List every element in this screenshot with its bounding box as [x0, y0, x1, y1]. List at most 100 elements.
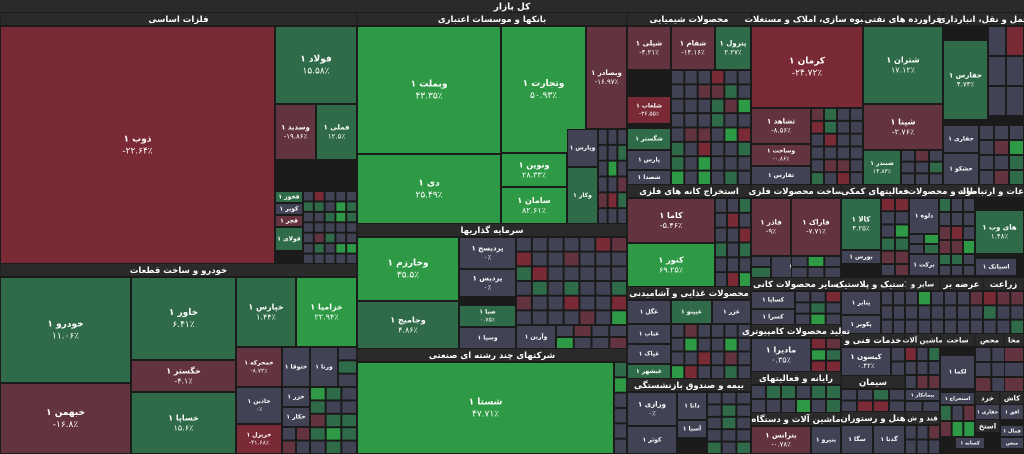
treemap-tile-small[interactable]: [707, 392, 722, 405]
treemap-tile-small[interactable]: [957, 305, 970, 320]
treemap-tile-small[interactable]: [841, 400, 857, 412]
treemap-tile-small[interactable]: [715, 272, 727, 287]
tile-rect[interactable]: [0, 383, 131, 454]
treemap-tile-small[interactable]: [310, 400, 326, 414]
treemap-tile-small[interactable]: [901, 161, 915, 174]
treemap-tile-small[interactable]: [811, 360, 826, 372]
treemap-tile-small[interactable]: [737, 351, 752, 366]
tile-rect[interactable]: [751, 309, 795, 325]
treemap-tile-small[interactable]: [697, 156, 712, 171]
treemap-tile-small[interactable]: [711, 113, 725, 128]
treemap-tile-small[interactable]: [310, 427, 326, 441]
treemap-tile-small[interactable]: [303, 222, 314, 233]
treemap-tile-small[interactable]: [928, 361, 940, 375]
treemap-tile-small[interactable]: [531, 281, 548, 296]
tile-rect[interactable]: [236, 277, 296, 347]
treemap-tile-small[interactable]: [963, 240, 975, 254]
treemap-tile[interactable]: غبشهر ۱: [627, 364, 671, 379]
treemap-tile-small[interactable]: [963, 226, 975, 240]
treemap-tile-small[interactable]: [611, 237, 628, 252]
treemap-tile-small[interactable]: [905, 401, 923, 412]
treemap-tile-small[interactable]: [929, 161, 943, 174]
tile-rect[interactable]: [841, 315, 881, 334]
treemap-tile[interactable]: شفام ۱ -۱۴.۱۶٪: [671, 26, 715, 70]
tile-rect[interactable]: [841, 425, 873, 454]
tile-rect[interactable]: [567, 167, 598, 224]
treemap-tile-small[interactable]: [516, 266, 532, 282]
treemap-tile-small[interactable]: [325, 413, 342, 428]
treemap-tile-small[interactable]: [697, 127, 712, 142]
tile-rect[interactable]: [943, 125, 979, 153]
treemap-tile[interactable]: کرمان ۱-۲۴.۷۲٪: [751, 26, 863, 108]
treemap-tile-small[interactable]: [931, 319, 944, 334]
treemap-tile-small[interactable]: [751, 256, 771, 267]
treemap-tile-small[interactable]: [671, 324, 685, 338]
treemap-tile-small[interactable]: [916, 425, 929, 440]
treemap-tile-small[interactable]: [824, 120, 837, 134]
treemap-tile-small[interactable]: [671, 127, 685, 142]
treemap-tile-small[interactable]: [684, 337, 698, 352]
treemap-tile-small[interactable]: [573, 325, 592, 337]
treemap-tile-small[interactable]: [918, 305, 931, 320]
treemap-tile-small[interactable]: [296, 427, 310, 441]
tile-rect[interactable]: [751, 166, 811, 185]
treemap-tile[interactable]: پردیسج ۱ ۰٪: [459, 237, 516, 269]
treemap-tile-small[interactable]: [811, 172, 824, 186]
treemap-tile-small[interactable]: [617, 129, 627, 145]
treemap-tile[interactable]: فاذر ۱ -۹٪: [751, 198, 791, 256]
treemap-tile-small[interactable]: [826, 399, 841, 413]
tile-rect[interactable]: [501, 153, 567, 187]
treemap-tile-small[interactable]: [850, 120, 863, 134]
treemap-tile-small[interactable]: [951, 240, 963, 254]
tile-rect[interactable]: [677, 420, 707, 438]
tile-rect[interactable]: [275, 227, 303, 251]
treemap-tile-small[interactable]: [684, 84, 698, 99]
treemap-tile-small[interactable]: [303, 211, 314, 223]
treemap-tile-small[interactable]: [951, 254, 963, 265]
treemap-tile-small[interactable]: [671, 337, 685, 352]
treemap-tile-small[interactable]: [963, 254, 975, 265]
treemap-tile-small[interactable]: [711, 156, 725, 171]
treemap-tile[interactable]: کسرا ۱: [751, 309, 795, 325]
treemap-tile-small[interactable]: [1009, 170, 1024, 185]
treemap-tile-small[interactable]: [983, 319, 997, 334]
treemap-tile-small[interactable]: [824, 133, 837, 147]
treemap-tile-small[interactable]: [951, 405, 964, 421]
treemap-tile-small[interactable]: [697, 365, 712, 379]
treemap-tile-small[interactable]: [811, 120, 824, 134]
treemap-tile-small[interactable]: [325, 387, 342, 401]
tile-rect[interactable]: [459, 237, 516, 269]
tile-rect[interactable]: [791, 198, 841, 256]
treemap-tile-small[interactable]: [939, 240, 951, 254]
treemap-tile-small[interactable]: [531, 310, 548, 326]
treemap-tile-small[interactable]: [881, 319, 893, 334]
treemap-tile-small[interactable]: [951, 265, 963, 276]
tile-rect[interactable]: [712, 300, 751, 324]
treemap-tile[interactable]: کنور ۱ ۶۹.۲۵٪: [627, 243, 715, 287]
treemap-tile[interactable]: گدنا ۱: [873, 425, 905, 454]
treemap-tile-small[interactable]: [928, 425, 940, 440]
tile-rect[interactable]: [310, 347, 338, 387]
treemap-tile-small[interactable]: [313, 201, 325, 212]
tile-rect[interactable]: [909, 254, 939, 276]
treemap-tile-small[interactable]: [547, 295, 564, 311]
treemap-tile-small[interactable]: [697, 98, 712, 114]
treemap-tile-small[interactable]: [996, 291, 1011, 306]
treemap-tile-small[interactable]: [724, 127, 738, 142]
treemap-tile-small[interactable]: [671, 98, 685, 114]
treemap-tile-small[interactable]: [684, 351, 698, 366]
tile-rect[interactable]: [671, 26, 715, 70]
treemap-tile-small[interactable]: [881, 198, 895, 212]
tile-rect[interactable]: [627, 128, 671, 150]
treemap-tile-small[interactable]: [979, 170, 994, 185]
treemap-tile[interactable]: شبندر ۱۱۴.۸۳٪: [863, 150, 901, 185]
treemap-tile-small[interactable]: [313, 222, 325, 233]
treemap-tile[interactable]: ختوقا ۱: [282, 347, 310, 387]
treemap-tile-small[interactable]: [335, 201, 347, 212]
treemap-tile-small[interactable]: [614, 423, 627, 439]
treemap-tile-small[interactable]: [282, 427, 296, 441]
treemap-tile-small[interactable]: [598, 208, 608, 225]
treemap-tile-small[interactable]: [711, 127, 725, 142]
treemap-tile-small[interactable]: [697, 324, 712, 338]
treemap-tile-small[interactable]: [915, 173, 929, 185]
